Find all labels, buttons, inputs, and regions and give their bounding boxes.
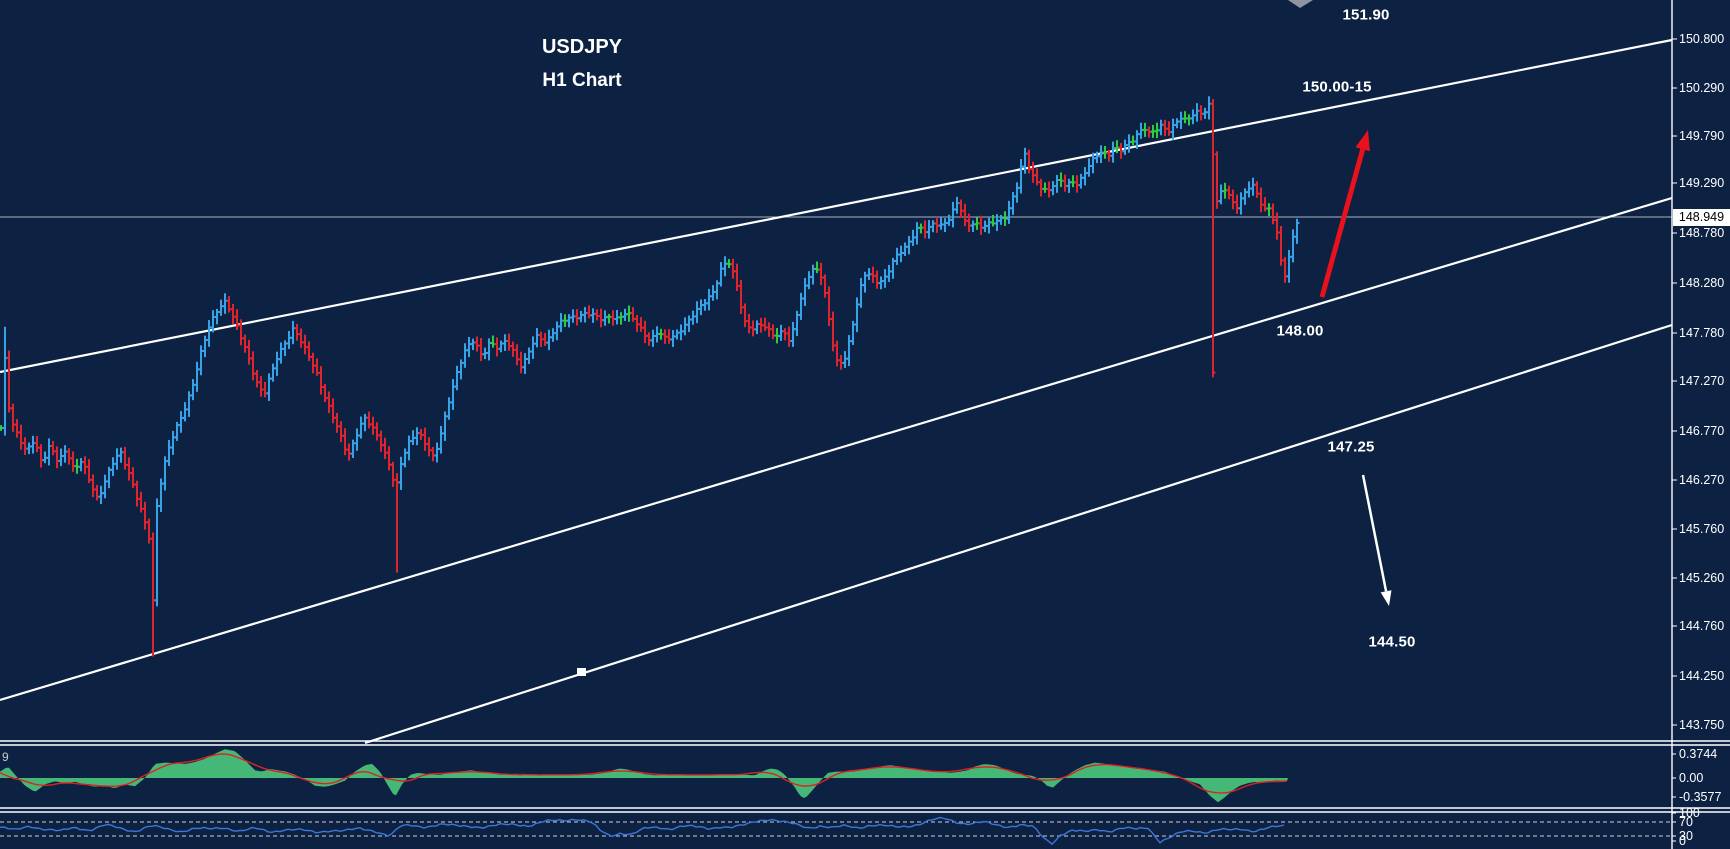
candlestick-series[interactable]: [0, 96, 1300, 657]
price-tick-label: 143.750: [1679, 718, 1725, 732]
annotation-label[interactable]: 151.90: [1342, 6, 1390, 24]
price-tick-label: 148.780: [1679, 226, 1725, 240]
indicator-tick-label: 30: [1679, 829, 1693, 843]
osma-indicator: [0, 749, 1288, 803]
price-tick-label: 147.780: [1679, 326, 1725, 340]
chart-timeframe-title: H1 Chart: [542, 70, 622, 91]
indicator-tick-label: 100: [1679, 806, 1700, 820]
price-tick-label: 147.270: [1679, 374, 1725, 388]
price-tick-label: 145.760: [1679, 522, 1725, 536]
annotation-label[interactable]: 150.00-15: [1302, 78, 1372, 96]
indicator-tick-label: 0: [1679, 834, 1686, 848]
indicator-period-label: 9: [2, 750, 9, 764]
current-price-label: 148.949: [1673, 209, 1730, 226]
annotation-label[interactable]: 147.25: [1327, 438, 1375, 456]
indicator-tick-label: -0.3577: [1679, 790, 1722, 804]
red-arrow[interactable]: [1319, 130, 1370, 298]
price-axis[interactable]: [1671, 0, 1677, 849]
oscillator-indicator: [0, 816, 1672, 846]
price-tick-label: 145.260: [1679, 571, 1725, 585]
price-tick-label: 144.760: [1679, 619, 1725, 633]
annotation-label[interactable]: 144.50: [1368, 633, 1416, 651]
trendlines[interactable]: [0, 38, 1673, 745]
indicator-tick-label: 0.3744: [1679, 747, 1718, 761]
panel-separators: [0, 740, 1730, 813]
price-tick-label: 150.800: [1679, 32, 1725, 46]
indicator-tick-label: 70: [1679, 815, 1693, 829]
white-arrow[interactable]: [1361, 474, 1392, 606]
price-tick-label: 144.250: [1679, 669, 1725, 683]
triangle-marker[interactable]: [1288, 0, 1313, 8]
annotation-label[interactable]: 148.00: [1276, 322, 1324, 340]
price-tick-label: 148.280: [1679, 276, 1725, 290]
price-tick-label: 149.290: [1679, 176, 1725, 190]
trendline-handle[interactable]: [577, 668, 586, 676]
indicator-tick-label: 0.00: [1679, 771, 1704, 785]
price-tick-label: 150.290: [1679, 81, 1725, 95]
price-tick-label: 146.770: [1679, 424, 1725, 438]
price-tick-label: 149.790: [1679, 129, 1725, 143]
price-tick-label: 146.270: [1679, 473, 1725, 487]
chart-symbol-title: USDJPY: [541, 36, 623, 58]
